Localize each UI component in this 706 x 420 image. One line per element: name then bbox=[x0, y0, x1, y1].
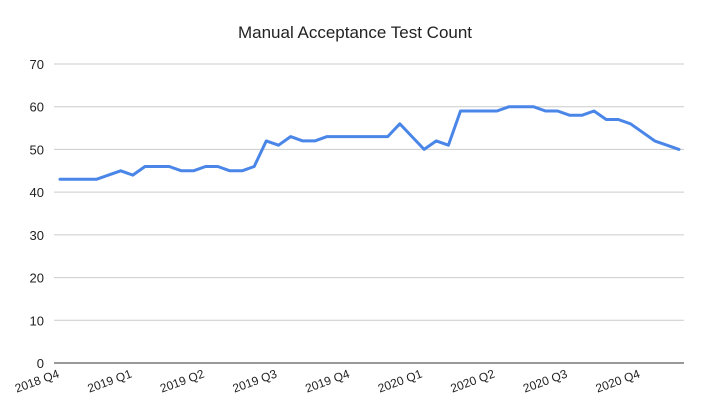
y-tick-label: 70 bbox=[30, 57, 44, 72]
chart-title: Manual Acceptance Test Count bbox=[238, 23, 472, 42]
x-tick-label: 2019 Q4 bbox=[303, 367, 351, 396]
series-layer bbox=[58, 105, 681, 181]
x-tick-label: 2020 Q3 bbox=[521, 367, 569, 396]
series-line bbox=[58, 105, 681, 181]
x-tick-label: 2020 Q1 bbox=[376, 367, 424, 396]
x-tick-label: 2019 Q1 bbox=[86, 367, 134, 396]
y-tick-label: 60 bbox=[30, 100, 44, 115]
x-tick-label: 2020 Q2 bbox=[449, 367, 497, 396]
y-tick-label: 0 bbox=[37, 356, 44, 371]
y-tick-label: 30 bbox=[30, 228, 44, 243]
x-tick-label: 2019 Q3 bbox=[231, 367, 279, 396]
x-tick-label: 2019 Q2 bbox=[158, 367, 206, 396]
y-tick-label: 20 bbox=[30, 271, 44, 286]
y-tick-label: 50 bbox=[30, 142, 44, 157]
x-tick-label: 2020 Q4 bbox=[594, 367, 642, 396]
y-tick-label: 40 bbox=[30, 185, 44, 200]
y-tick-label: 10 bbox=[30, 313, 44, 328]
gridlines bbox=[54, 63, 684, 321]
